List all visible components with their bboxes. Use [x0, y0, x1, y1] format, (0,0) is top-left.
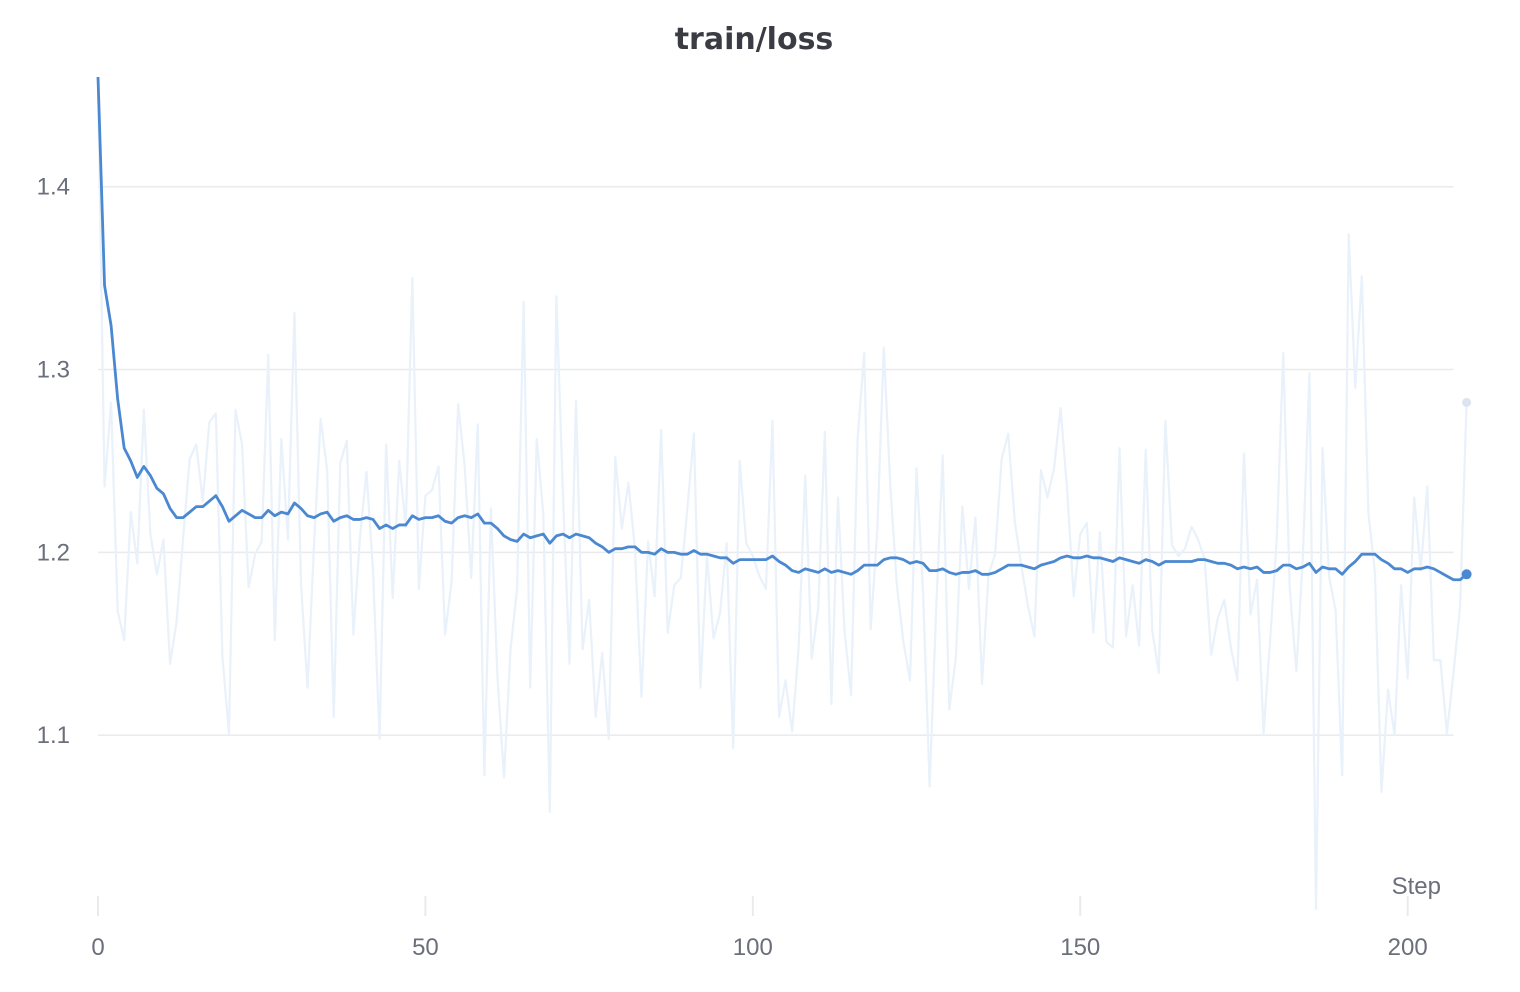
x-tick-label: 50 [412, 934, 439, 961]
y-tick-label: 1.3 [37, 357, 70, 384]
x-tick-label: 200 [1388, 934, 1428, 961]
y-tick-label: 1.2 [37, 539, 70, 566]
x-tick-label: 0 [91, 934, 104, 961]
grid-layer [98, 185, 1454, 736]
y-tick-label: 1.1 [37, 722, 70, 749]
x-axis-title: Step [1392, 873, 1441, 900]
y-axis: 1.1 1.2 1.3 1.4 [37, 174, 70, 749]
chart-title: train/loss [674, 22, 834, 57]
series-layer [96, 76, 1472, 910]
y-tick-label: 1.4 [37, 174, 70, 201]
x-tick-label: 100 [733, 934, 773, 961]
smoothed-loss-line [96, 76, 1468, 582]
smoothed-last-point [1461, 569, 1472, 580]
raw-loss-line [96, 76, 1468, 910]
x-axis: 0 50 100 150 200 [91, 896, 1428, 961]
raw-last-point [1462, 397, 1472, 407]
x-tick-label: 150 [1060, 934, 1100, 961]
